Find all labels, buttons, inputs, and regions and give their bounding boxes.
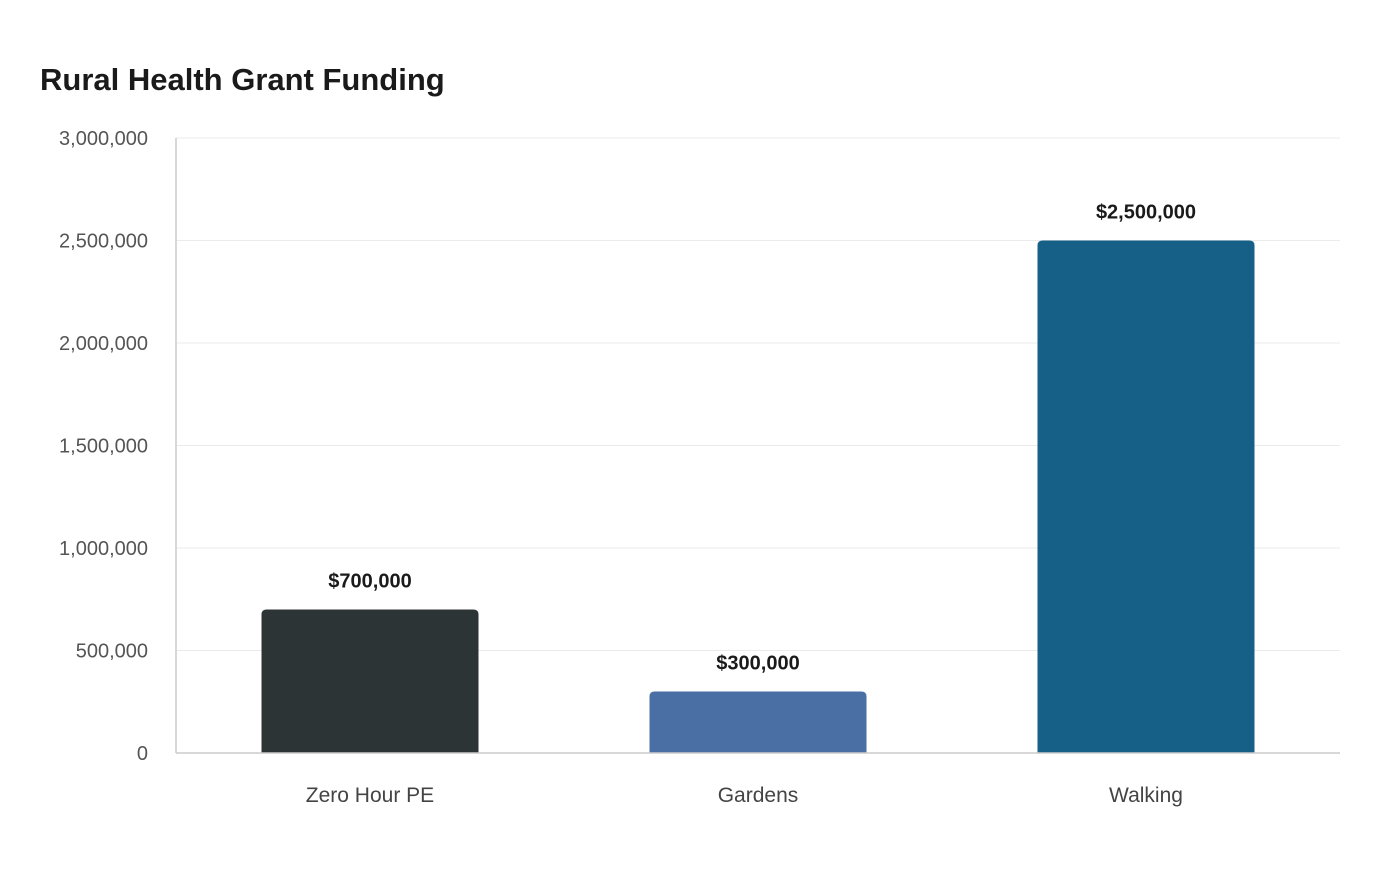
bar-walking — [1037, 240, 1255, 753]
x-tick-label: Gardens — [718, 784, 799, 807]
x-tick-label: Zero Hour PE — [306, 784, 434, 807]
labels: 0 500,000 1,000,000 1,500,000 2,000,000 2,500… — [59, 128, 1196, 807]
bars — [261, 240, 1255, 753]
y-tick-label: 1,500,000 — [59, 436, 148, 458]
axes — [175, 138, 1340, 754]
y-tick-label: 0 — [137, 743, 148, 765]
y-tick-label: 1,000,000 — [59, 538, 148, 560]
y-tick-label: 500,000 — [76, 641, 148, 663]
data-label: $300,000 — [716, 653, 799, 675]
data-label: $700,000 — [328, 571, 411, 593]
y-tick-label: 3,000,000 — [59, 128, 148, 150]
x-tick-label: Walking — [1109, 784, 1183, 807]
chart-title: Rural Health Grant Funding — [40, 62, 445, 97]
data-label: $2,500,000 — [1096, 202, 1196, 224]
y-tick-label: 2,500,000 — [59, 231, 148, 253]
y-tick-label: 2,000,000 — [59, 333, 148, 355]
bar-gardens — [649, 691, 867, 753]
bar-zero-hour-pe — [261, 609, 479, 753]
